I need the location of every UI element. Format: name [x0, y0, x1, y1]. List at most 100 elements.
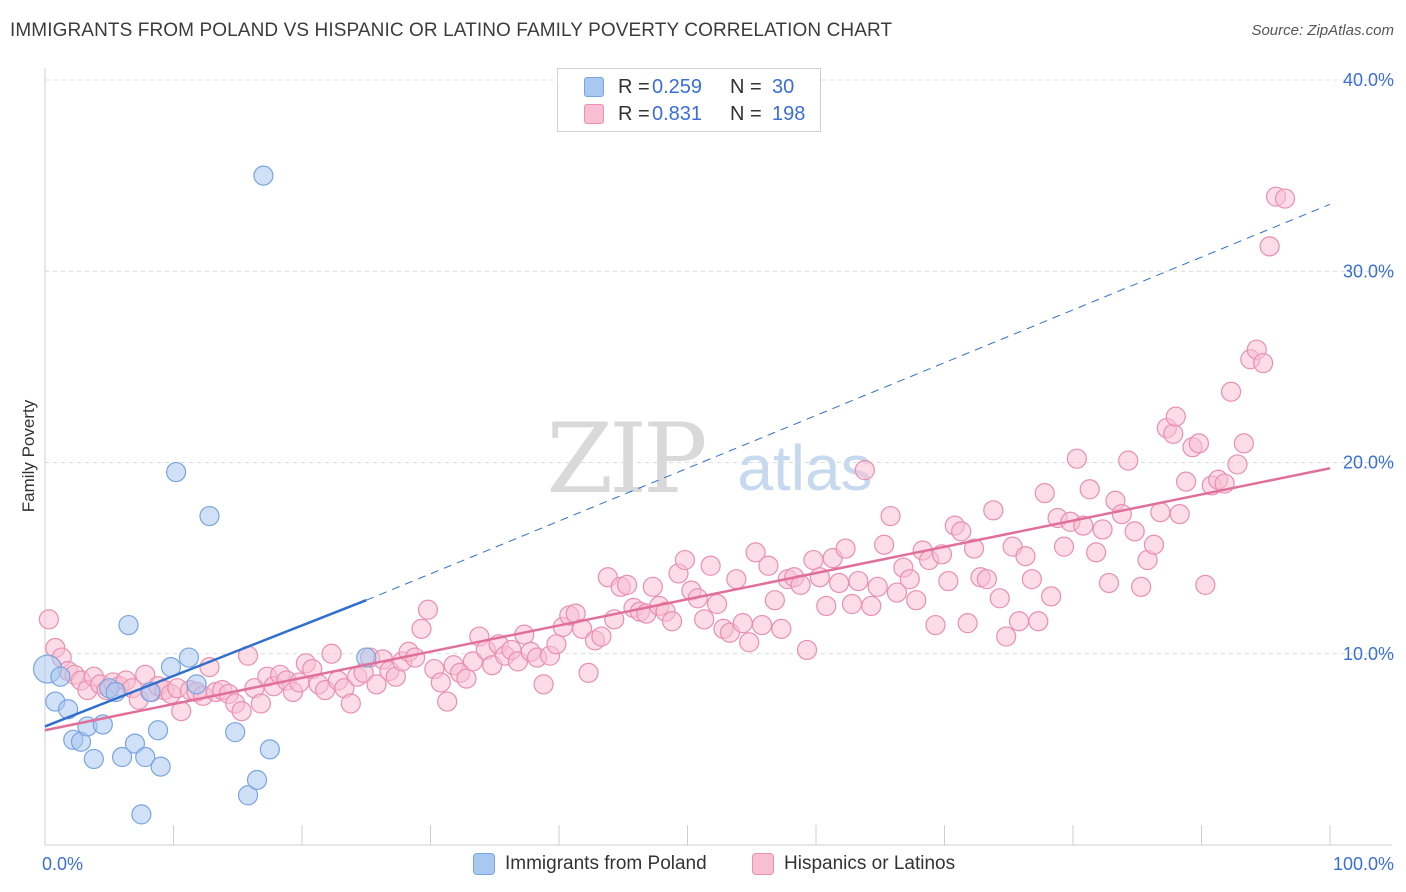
point-hispanic	[1124, 521, 1145, 542]
point-hispanic	[938, 570, 959, 592]
point-hispanic	[848, 570, 869, 592]
point-hispanic	[963, 538, 985, 559]
point-poland	[178, 647, 200, 668]
point-poland	[225, 722, 246, 743]
point-hispanic	[1227, 454, 1248, 475]
y-tick-label: 10.0%	[1343, 644, 1394, 664]
point-hispanic	[411, 618, 432, 639]
bottom-legend-poland: Immigrants from Poland	[473, 850, 707, 878]
point-poland	[58, 699, 79, 720]
trend-line-poland-extension	[366, 203, 1331, 601]
point-hispanic	[957, 613, 978, 634]
point-poland	[165, 461, 187, 483]
point-hispanic	[231, 701, 252, 722]
point-hispanic	[694, 609, 715, 630]
point-hispanic	[1053, 536, 1075, 557]
y-tick-label: 30.0%	[1343, 261, 1394, 281]
x-tick-left: 0.0%	[42, 854, 83, 874]
bottom-legend-label-hispanic: Hispanics or Latinos	[784, 853, 956, 874]
point-hispanic	[1118, 450, 1139, 471]
point-hispanic	[989, 588, 1010, 609]
point-poland	[147, 720, 169, 741]
legend-swatch-hispanic	[584, 104, 604, 124]
point-hispanic	[1008, 611, 1030, 632]
trend-line-poland	[44, 599, 367, 728]
point-hispanic	[1150, 502, 1171, 523]
legend-r-value: 0.259	[652, 75, 703, 98]
legend-n-label: N =	[730, 102, 762, 125]
point-poland	[259, 739, 280, 760]
point-poland	[83, 748, 104, 770]
point-hispanic	[874, 534, 895, 555]
point-hispanic	[886, 582, 908, 603]
axes	[44, 68, 1392, 846]
point-hispanic	[1041, 586, 1062, 607]
point-hispanic	[996, 626, 1017, 647]
point-hispanic	[1253, 352, 1274, 374]
point-hispanic	[1233, 433, 1255, 454]
point-hispanic	[321, 643, 342, 664]
point-hispanic	[1163, 423, 1184, 444]
point-hispanic	[835, 538, 856, 559]
legend-r-value: 0.831	[652, 102, 703, 125]
legend-r-label: R =	[618, 75, 650, 98]
point-hispanic	[739, 632, 760, 653]
point-poland	[150, 756, 171, 777]
bottom-legend-swatch-poland	[473, 853, 495, 875]
point-hispanic	[1143, 534, 1165, 555]
point-hispanic	[880, 505, 901, 527]
legend-row-hispanic: R = 0.831 N = 198	[584, 100, 805, 128]
point-hispanic	[572, 618, 593, 639]
point-hispanic	[340, 693, 361, 714]
point-poland	[50, 666, 71, 687]
point-poland	[186, 674, 207, 695]
watermark: ZIP atlas	[546, 403, 872, 515]
point-hispanic	[899, 569, 920, 590]
point-hispanic	[700, 555, 721, 576]
legend-r-label: R =	[618, 102, 650, 125]
legend-swatch-poland	[584, 77, 604, 97]
point-hispanic	[674, 549, 696, 571]
legend-n-value: 198	[772, 102, 806, 125]
point-hispanic	[706, 593, 728, 615]
point-hispanic	[1073, 515, 1094, 536]
bottom-legend-label-poland: Immigrants from Poland	[505, 853, 707, 874]
point-poland	[246, 769, 268, 791]
point-hispanic	[803, 549, 824, 571]
point-hispanic	[404, 647, 426, 668]
point-hispanic	[854, 460, 875, 481]
point-hispanic	[1188, 433, 1210, 454]
point-hispanic	[642, 576, 663, 597]
bottom-legend-hispanic: Hispanics or Latinos	[752, 850, 955, 878]
point-hispanic	[925, 614, 946, 636]
y-tick-label: 20.0%	[1343, 453, 1394, 473]
data-points	[32, 165, 1296, 825]
point-hispanic	[1175, 471, 1197, 492]
legend-n-label: N =	[730, 75, 762, 98]
point-hispanic	[745, 542, 766, 563]
point-hispanic	[726, 569, 747, 590]
point-hispanic	[617, 574, 638, 596]
point-hispanic	[867, 576, 888, 597]
point-poland	[237, 785, 259, 806]
point-hispanic	[1021, 569, 1042, 590]
point-hispanic	[366, 674, 387, 695]
point-hispanic	[1079, 479, 1100, 500]
point-hispanic	[1111, 504, 1132, 525]
point-poland	[111, 746, 133, 768]
point-poland	[118, 614, 139, 636]
point-hispanic	[906, 590, 927, 611]
series-poland-points	[32, 165, 377, 825]
point-hispanic	[771, 618, 792, 639]
watermark-zip: ZIP	[546, 403, 705, 515]
point-hispanic	[1092, 519, 1113, 540]
point-hispanic	[976, 569, 998, 590]
point-hispanic	[951, 521, 972, 542]
point-hispanic	[1098, 572, 1120, 594]
point-hispanic	[437, 691, 458, 712]
point-hispanic	[816, 595, 837, 617]
point-hispanic	[533, 674, 554, 695]
y-tick-labels: 10.0% 20.0% 30.0% 40.0%	[1343, 70, 1394, 664]
point-hispanic	[250, 693, 271, 714]
point-hispanic	[1034, 483, 1055, 504]
